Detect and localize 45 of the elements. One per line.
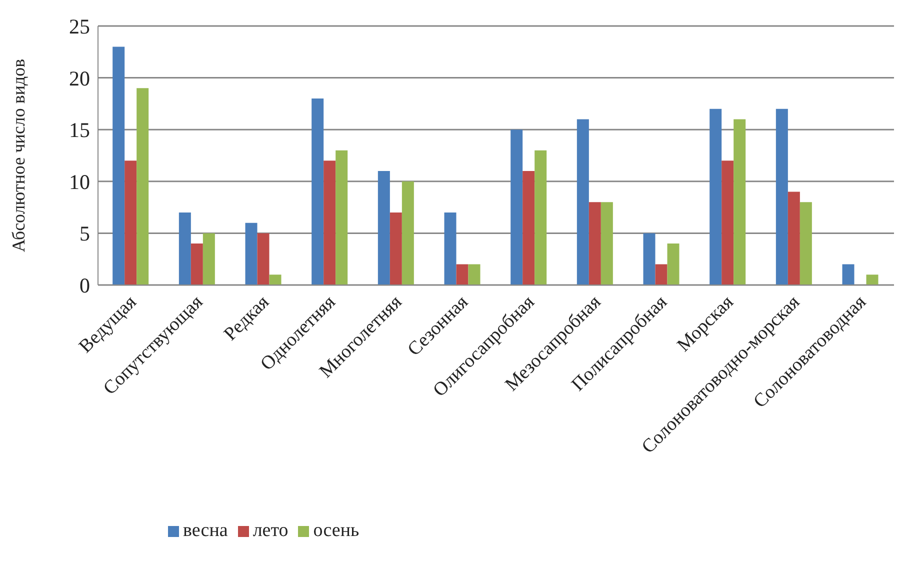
bar xyxy=(112,46,125,285)
bar xyxy=(588,202,601,285)
bar xyxy=(510,130,523,285)
bar xyxy=(324,160,336,285)
bar xyxy=(866,274,878,285)
bar xyxy=(643,233,656,285)
bar xyxy=(576,119,589,285)
bar xyxy=(444,212,456,285)
y-tick-label: 25 xyxy=(69,14,90,38)
bar xyxy=(456,264,468,285)
bar xyxy=(124,160,137,285)
bar xyxy=(402,181,414,285)
bar xyxy=(734,119,746,285)
y-axis-title: Абсолютное число видов xyxy=(8,58,28,252)
bar xyxy=(190,244,203,285)
bar xyxy=(257,233,270,285)
bar xyxy=(468,264,480,285)
y-tick-label: 20 xyxy=(69,66,90,90)
bar xyxy=(667,244,680,285)
bar xyxy=(522,171,535,285)
legend-label: осень xyxy=(313,520,360,541)
bar xyxy=(312,98,324,285)
bar xyxy=(655,264,668,285)
bar xyxy=(378,171,390,285)
bar xyxy=(534,150,547,285)
bar xyxy=(269,274,282,285)
bar xyxy=(136,88,149,285)
bar xyxy=(202,233,215,285)
bar xyxy=(788,192,800,285)
y-tick-label: 0 xyxy=(80,273,90,298)
y-tick-label: 10 xyxy=(69,170,90,194)
bar xyxy=(245,222,258,285)
bar xyxy=(390,212,402,285)
legend-label: лето xyxy=(252,520,288,541)
bar xyxy=(842,264,854,285)
bar xyxy=(800,202,812,285)
bar xyxy=(336,150,348,285)
legend-label: весна xyxy=(183,520,228,541)
bar xyxy=(600,202,613,285)
y-tick-label: 15 xyxy=(69,118,90,142)
bar xyxy=(178,212,191,285)
bar xyxy=(710,108,722,285)
bar xyxy=(722,160,734,285)
y-tick-label: 5 xyxy=(80,222,90,246)
bar xyxy=(776,108,788,285)
